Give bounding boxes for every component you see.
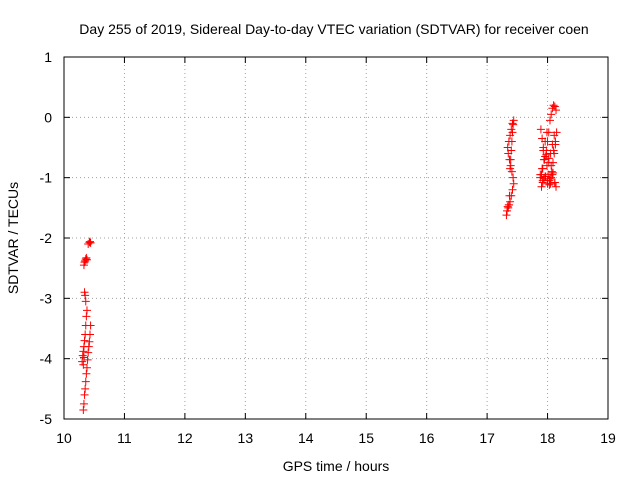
data-point: [539, 155, 548, 164]
data-point: [82, 369, 91, 378]
data-point: [536, 170, 545, 179]
x-tick-label: 16: [419, 430, 435, 446]
data-point: [79, 353, 88, 362]
data-point: [82, 253, 91, 262]
data-point: [544, 154, 553, 163]
x-tick-label: 10: [56, 430, 72, 446]
x-tick-label: 15: [358, 430, 374, 446]
data-point: [549, 146, 558, 155]
data-point: [85, 237, 94, 246]
y-tick-label: -4: [40, 351, 53, 367]
x-tick-label: 18: [540, 430, 556, 446]
x-tick-label: 14: [298, 430, 314, 446]
y-tick-label: -1: [40, 170, 53, 186]
data-point: [506, 164, 515, 173]
data-point: [552, 182, 561, 191]
x-tick-label: 19: [600, 430, 616, 446]
data-point: [551, 137, 560, 146]
y-tick-label: 1: [44, 49, 52, 65]
data-point: [86, 238, 95, 247]
data-point: [543, 179, 552, 188]
data-point: [545, 180, 554, 189]
plot-frame: [63, 56, 609, 420]
y-tick-label: -5: [40, 411, 53, 427]
data-point: [552, 128, 561, 137]
x-axis-label: GPS time / hours: [283, 458, 390, 474]
data-point: [509, 173, 518, 182]
data-point: [81, 297, 90, 306]
data-point: [79, 342, 88, 351]
data-point: [502, 211, 511, 220]
data-point: [503, 202, 512, 211]
data-point: [550, 102, 559, 111]
data-point: [536, 125, 545, 134]
data-point: [509, 116, 518, 125]
y-tick-label: -2: [40, 230, 53, 246]
data-point: [508, 128, 517, 137]
data-point: [81, 384, 90, 393]
data-point: [545, 174, 554, 183]
data-point: [547, 161, 556, 170]
data-point: [509, 120, 518, 129]
data-point: [537, 182, 546, 191]
data-point: [79, 399, 88, 408]
data-point: [80, 390, 89, 399]
tick-marks: [63, 56, 609, 420]
data-point: [542, 128, 551, 137]
data-point: [79, 347, 88, 356]
data-point: [84, 348, 93, 357]
data-point: [79, 405, 88, 414]
y-tick-label: -3: [40, 290, 53, 306]
data-point: [538, 176, 547, 185]
data-point: [550, 178, 559, 187]
grid-lines: [64, 57, 608, 419]
x-tick-labels: 10 11 12 13 14 15 16 17 18 19: [56, 430, 616, 446]
data-point: [506, 155, 515, 164]
data-point: [541, 137, 550, 146]
data-point: [547, 110, 556, 119]
data-point: [504, 200, 513, 209]
data-point: [81, 330, 90, 339]
data-point: [85, 337, 94, 346]
data-point: [507, 146, 516, 155]
data-point: [80, 336, 89, 345]
x-tick-label: 11: [117, 430, 132, 446]
data-point: [548, 170, 557, 179]
data-point: [79, 360, 88, 369]
data-point: [82, 312, 91, 321]
y-tick-label: 0: [44, 109, 52, 125]
data-series-sdtvar: [78, 101, 561, 414]
data-point: [548, 168, 557, 177]
data-point: [549, 101, 558, 110]
data-point: [545, 116, 554, 125]
data-point: [81, 255, 90, 264]
x-tick-label: 17: [479, 430, 495, 446]
data-point: [81, 321, 90, 330]
data-point: [509, 179, 518, 188]
data-point: [538, 164, 547, 173]
x-tick-label: 12: [177, 430, 193, 446]
data-point: [508, 185, 517, 194]
chart-title: Day 255 of 2019, Sidereal Day-to-day VTE…: [79, 21, 588, 37]
data-point: [539, 146, 548, 155]
y-axis-label: SDTVAR / TECUs: [5, 182, 21, 294]
data-point: [80, 288, 89, 297]
data-point: [82, 255, 91, 264]
x-tick-label: 13: [238, 430, 254, 446]
data-point: [507, 137, 516, 146]
data-point: [541, 172, 550, 181]
data-point: [505, 191, 514, 200]
data-point: [82, 306, 91, 315]
data-point: [552, 106, 561, 115]
data-point: [85, 238, 94, 247]
y-tick-labels: -5 -4 -3 -2 -1 0 1: [40, 49, 53, 427]
data-point: [81, 377, 90, 386]
data-point: [78, 351, 87, 360]
